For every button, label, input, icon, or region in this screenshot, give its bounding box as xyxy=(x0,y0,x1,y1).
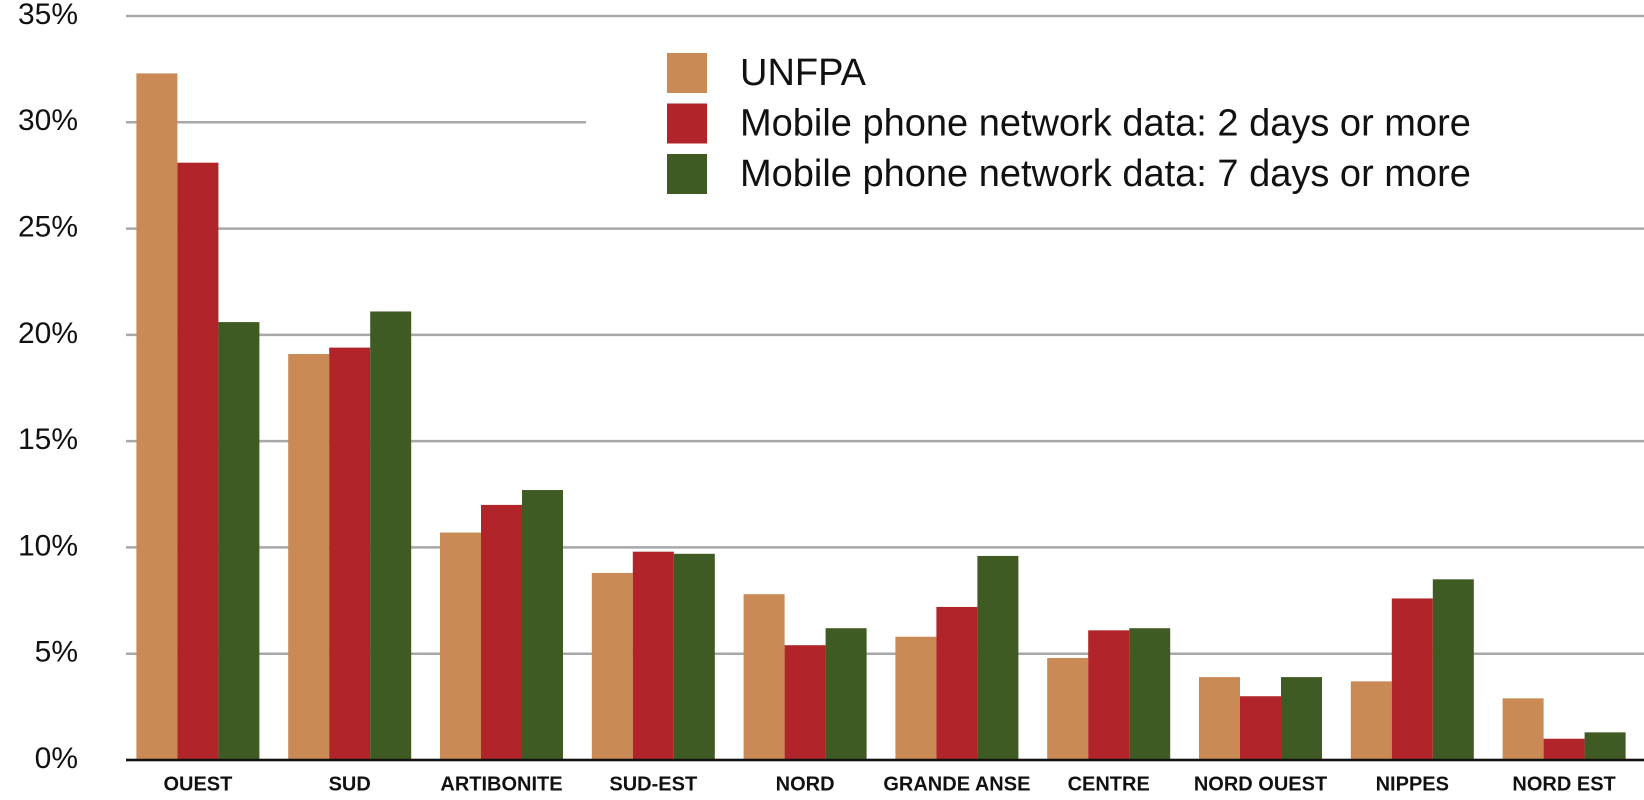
bar xyxy=(1240,696,1281,760)
bar xyxy=(1543,738,1585,760)
bar xyxy=(481,504,522,760)
y-tick-label: 15% xyxy=(18,423,78,456)
bar xyxy=(329,347,371,760)
y-tick-label: 35% xyxy=(18,0,78,31)
legend-background xyxy=(586,38,1644,208)
bar xyxy=(936,606,978,760)
bar xyxy=(1584,732,1626,760)
legend-label: Mobile phone network data: 2 days or mor… xyxy=(740,103,1471,145)
y-tick-label: 20% xyxy=(18,317,78,350)
bar xyxy=(1199,677,1240,760)
bar xyxy=(440,532,481,760)
x-tick-label: CENTRE xyxy=(1068,773,1150,795)
bar xyxy=(1047,657,1089,760)
bars: OUEST SUD ARTIBONITE SUD-EST NORD GRANDE ANSE… xyxy=(126,73,1644,795)
bar xyxy=(1350,681,1392,760)
bar xyxy=(632,551,674,760)
y-tick-label: 25% xyxy=(18,210,78,243)
bar xyxy=(136,73,178,760)
x-tick-label: NORD EST xyxy=(1512,773,1615,795)
bar xyxy=(743,594,785,760)
legend-label: UNFPA xyxy=(740,52,867,94)
bar xyxy=(673,553,715,760)
bar xyxy=(784,645,826,760)
x-tick-label: NORD xyxy=(776,773,835,795)
y-tick-label: 0% xyxy=(35,742,78,775)
x-tick-label: SUD-EST xyxy=(609,773,697,795)
legend: UNFPA Mobile phone network data: 2 days o… xyxy=(586,38,1644,208)
bar xyxy=(591,572,633,760)
bar xyxy=(1088,630,1130,760)
bar xyxy=(1129,628,1171,760)
bar xyxy=(1502,698,1544,760)
y-tick-label: 10% xyxy=(18,529,78,562)
bar xyxy=(977,555,1019,760)
x-tick-label: ARTIBONITE xyxy=(440,773,562,795)
bar xyxy=(895,636,937,760)
bar xyxy=(1281,677,1322,760)
x-tick-label: OUEST xyxy=(163,773,232,795)
x-tick-label: GRANDE ANSE xyxy=(883,773,1030,795)
bar xyxy=(1391,598,1433,760)
y-tick-label: 30% xyxy=(18,104,78,137)
legend-swatch xyxy=(667,103,707,144)
bar xyxy=(177,162,219,760)
legend-swatch xyxy=(667,53,707,93)
legend-label: Mobile phone network data: 7 days or mor… xyxy=(740,153,1471,195)
bar xyxy=(288,353,330,760)
bar xyxy=(370,311,412,760)
x-tick-label: SUD xyxy=(329,773,371,795)
y-tick-label: 5% xyxy=(35,636,78,669)
x-tick-label: NIPPES xyxy=(1376,773,1449,795)
bar xyxy=(825,628,867,760)
legend-swatch xyxy=(667,154,707,194)
bar xyxy=(1432,579,1474,760)
bar xyxy=(522,490,563,760)
bar xyxy=(218,322,260,760)
x-tick-label: NORD OUEST xyxy=(1194,773,1327,795)
